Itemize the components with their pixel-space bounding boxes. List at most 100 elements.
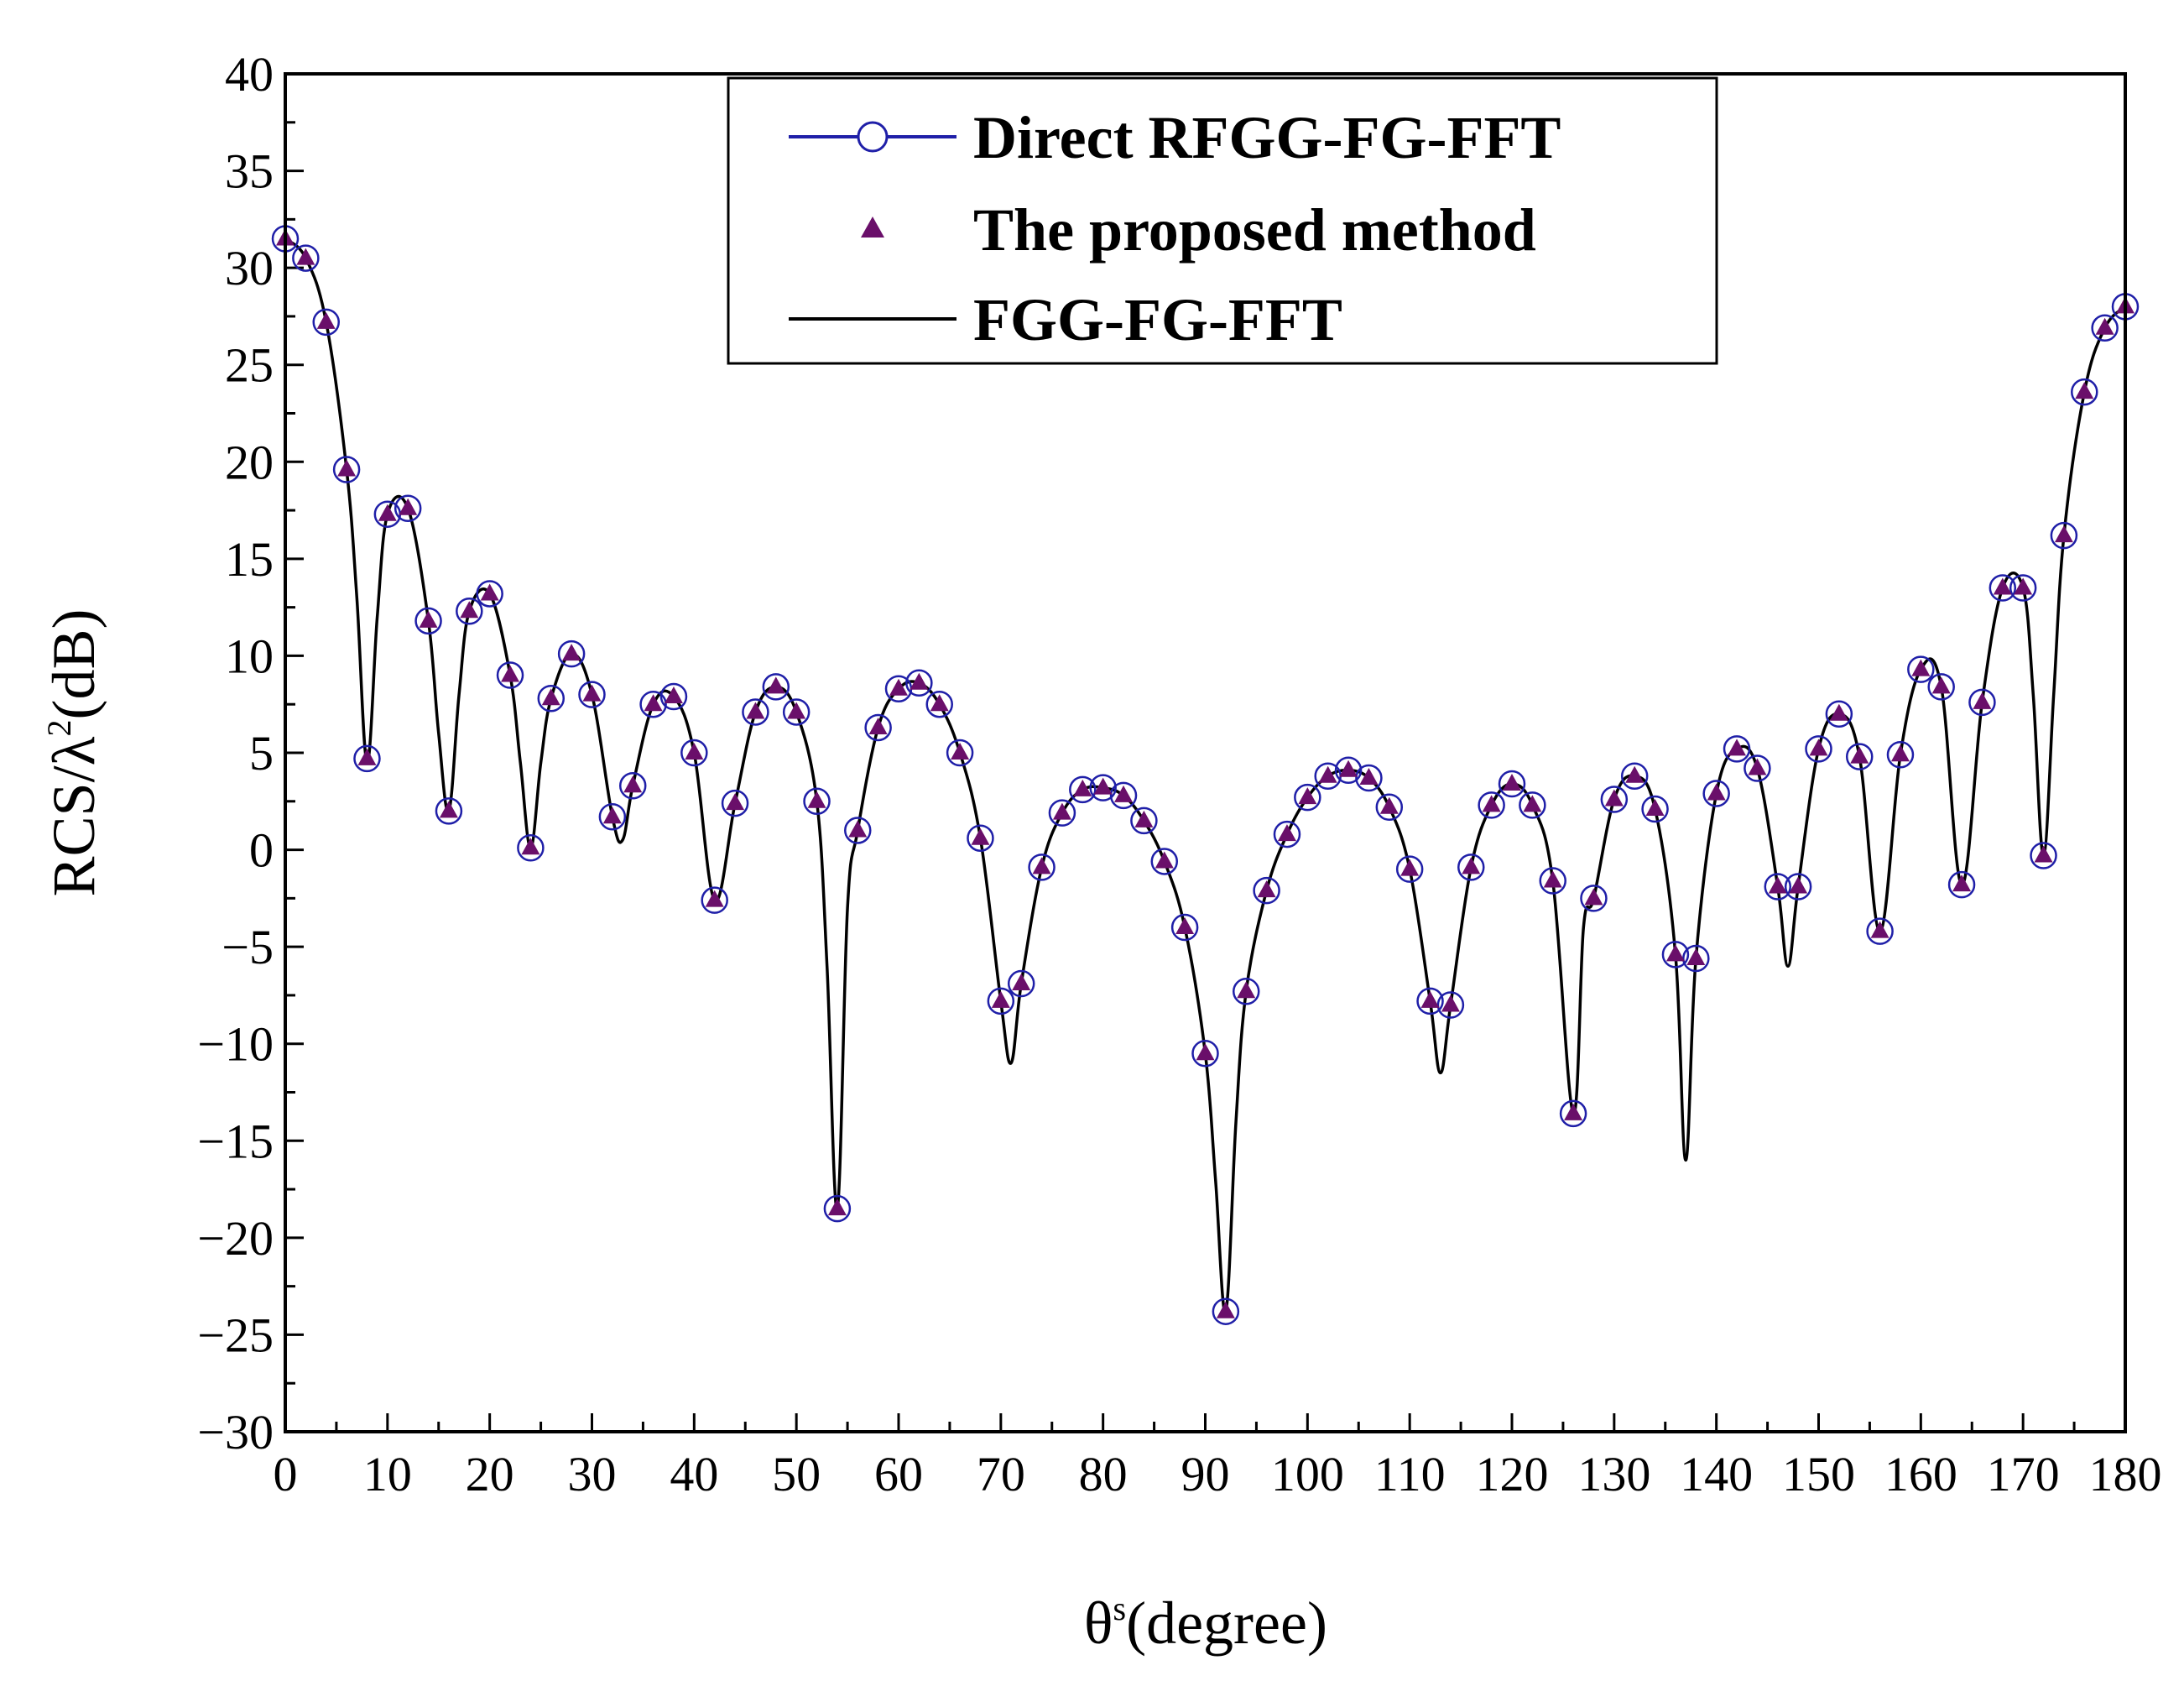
point-direct-rfgg bbox=[312, 308, 340, 337]
point-proposed-method bbox=[1155, 851, 1174, 869]
y-tick-label: 5 bbox=[249, 726, 274, 780]
point-direct-rfgg bbox=[1273, 820, 1301, 848]
point-direct-rfgg bbox=[742, 698, 769, 726]
point-proposed-method bbox=[480, 583, 499, 601]
x-tick-label: 30 bbox=[568, 1447, 617, 1501]
y-tick-label: 30 bbox=[225, 241, 274, 295]
point-proposed-method bbox=[582, 684, 602, 702]
point-direct-rfgg bbox=[1519, 791, 1546, 819]
point-direct-rfgg bbox=[639, 690, 667, 718]
point-direct-rfgg bbox=[1334, 756, 1363, 785]
y-tick-label: 15 bbox=[225, 532, 274, 587]
x-tick-label: 150 bbox=[1782, 1447, 1855, 1501]
x-tick-label: 40 bbox=[670, 1447, 718, 1501]
point-proposed-method bbox=[807, 791, 826, 808]
plot-area bbox=[271, 225, 2140, 1325]
y-tick-label: −30 bbox=[197, 1405, 274, 1459]
point-direct-rfgg bbox=[1744, 754, 1771, 782]
point-proposed-method bbox=[2075, 382, 2094, 399]
point-direct-rfgg bbox=[1620, 762, 1649, 790]
point-direct-rfgg bbox=[2030, 842, 2057, 869]
legend-triangle-marker bbox=[861, 217, 884, 238]
y-tick-label: −15 bbox=[197, 1114, 274, 1168]
point-proposed-method bbox=[1359, 768, 1379, 786]
axis-ticks bbox=[284, 72, 2127, 1433]
point-proposed-method bbox=[991, 990, 1010, 1008]
point-direct-rfgg bbox=[1580, 885, 1608, 912]
point-direct-rfgg bbox=[2091, 314, 2119, 342]
point-proposed-method bbox=[1237, 981, 1256, 999]
point-direct-rfgg bbox=[1539, 867, 1566, 895]
point-direct-rfgg bbox=[598, 803, 627, 831]
point-proposed-method bbox=[1625, 765, 1645, 783]
point-proposed-method bbox=[1114, 785, 1134, 802]
y-tick-label: 35 bbox=[225, 144, 274, 199]
point-proposed-method bbox=[1298, 787, 1317, 805]
point-direct-rfgg bbox=[864, 713, 892, 742]
point-direct-rfgg bbox=[803, 787, 831, 816]
point-direct-rfgg bbox=[1170, 913, 1199, 942]
point-proposed-method bbox=[1911, 659, 1931, 676]
point-direct-rfgg bbox=[1395, 855, 1424, 883]
x-tick-label: 20 bbox=[466, 1447, 514, 1501]
point-direct-rfgg bbox=[1028, 854, 1056, 881]
point-proposed-method bbox=[1564, 1103, 1583, 1120]
point-direct-rfgg bbox=[1416, 987, 1444, 1015]
plot-frame bbox=[284, 72, 2127, 1433]
x-tick-label: 10 bbox=[363, 1447, 412, 1501]
point-proposed-method bbox=[1604, 789, 1624, 807]
point-proposed-method bbox=[1952, 874, 1972, 892]
point-direct-rfgg bbox=[782, 698, 811, 726]
x-axis-title-rest: (degree) bbox=[1126, 1590, 1327, 1657]
y-tick-label: 40 bbox=[225, 47, 274, 102]
point-direct-rfgg bbox=[1682, 944, 1710, 973]
series-layer bbox=[271, 225, 2140, 1325]
point-direct-rfgg bbox=[1927, 673, 1955, 701]
point-direct-rfgg bbox=[1294, 783, 1321, 812]
x-tick-label: 50 bbox=[772, 1447, 821, 1501]
point-direct-rfgg bbox=[1723, 735, 1751, 763]
x-tick-label: 180 bbox=[2089, 1447, 2162, 1501]
point-direct-rfgg bbox=[1498, 770, 1526, 798]
point-direct-rfgg bbox=[394, 494, 422, 523]
x-tick-label: 100 bbox=[1271, 1447, 1344, 1501]
point-direct-rfgg bbox=[1968, 688, 1996, 717]
point-proposed-method bbox=[664, 686, 683, 703]
point-direct-rfgg bbox=[496, 661, 524, 689]
point-direct-rfgg bbox=[1007, 969, 1035, 998]
point-proposed-method bbox=[971, 827, 990, 845]
point-direct-rfgg bbox=[987, 987, 1015, 1015]
point-direct-rfgg bbox=[292, 244, 320, 272]
point-proposed-method bbox=[1768, 876, 1787, 894]
point-direct-rfgg bbox=[332, 456, 361, 483]
point-proposed-method bbox=[644, 694, 663, 712]
point-proposed-method bbox=[1257, 880, 1276, 898]
point-proposed-method bbox=[726, 793, 745, 811]
point-proposed-method bbox=[1645, 799, 1665, 817]
point-proposed-method bbox=[1318, 765, 1337, 783]
point-direct-rfgg bbox=[1069, 775, 1097, 804]
point-direct-rfgg bbox=[1232, 978, 1260, 1005]
point-direct-rfgg bbox=[721, 789, 749, 817]
point-proposed-method bbox=[623, 775, 643, 793]
point-proposed-method bbox=[1400, 859, 1420, 876]
y-tick-label: −20 bbox=[197, 1211, 274, 1266]
y-tick-label: 10 bbox=[225, 629, 274, 683]
point-direct-rfgg bbox=[1825, 700, 1853, 728]
legend-label-direct: Direct RFGG-FG-FFT bbox=[973, 104, 1561, 171]
point-direct-rfgg bbox=[925, 690, 953, 718]
y-axis-title-superscript: 2 bbox=[40, 719, 78, 736]
point-direct-rfgg bbox=[1764, 873, 1792, 901]
point-proposed-method bbox=[951, 743, 970, 760]
point-proposed-method bbox=[910, 672, 929, 690]
point-direct-rfgg bbox=[618, 772, 647, 800]
point-proposed-method bbox=[1890, 744, 1910, 762]
point-direct-rfgg bbox=[1907, 655, 1935, 683]
point-proposed-method bbox=[1686, 948, 1706, 966]
point-direct-rfgg bbox=[701, 886, 728, 914]
x-axis-title-symbol: θ bbox=[1084, 1590, 1113, 1657]
point-direct-rfgg bbox=[762, 673, 790, 701]
point-proposed-method bbox=[868, 717, 888, 734]
y-axis-title-rest: (dB) bbox=[40, 609, 107, 720]
point-proposed-method bbox=[1993, 577, 2012, 595]
